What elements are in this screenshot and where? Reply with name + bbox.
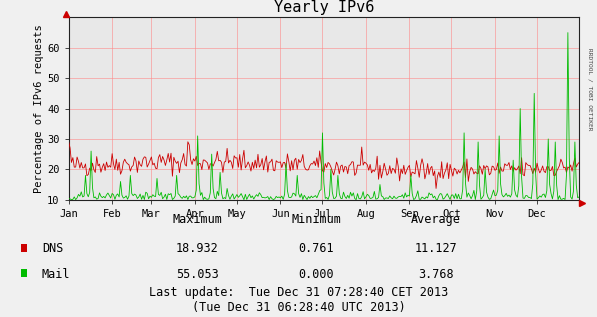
Text: Last update:  Tue Dec 31 07:28:40 CET 2013: Last update: Tue Dec 31 07:28:40 CET 201… bbox=[149, 286, 448, 299]
Text: 11.127: 11.127 bbox=[414, 242, 457, 256]
Text: Average: Average bbox=[411, 213, 461, 226]
Y-axis label: Percentage of IPv6 requests: Percentage of IPv6 requests bbox=[35, 24, 44, 193]
Text: (Tue Dec 31 06:28:40 UTC 2013): (Tue Dec 31 06:28:40 UTC 2013) bbox=[192, 301, 405, 314]
Text: Minimum: Minimum bbox=[291, 213, 341, 226]
Text: Mail: Mail bbox=[42, 268, 70, 281]
Text: RRDTOOL / TOBI OETIKER: RRDTOOL / TOBI OETIKER bbox=[588, 48, 593, 130]
Text: DNS: DNS bbox=[42, 242, 63, 256]
Text: 18.932: 18.932 bbox=[176, 242, 219, 256]
Text: 0.000: 0.000 bbox=[298, 268, 334, 281]
Text: 3.768: 3.768 bbox=[418, 268, 454, 281]
Text: 0.761: 0.761 bbox=[298, 242, 334, 256]
Title: Yearly IPv6: Yearly IPv6 bbox=[273, 0, 374, 15]
Text: 55.053: 55.053 bbox=[176, 268, 219, 281]
Text: Maximum: Maximum bbox=[172, 213, 222, 226]
